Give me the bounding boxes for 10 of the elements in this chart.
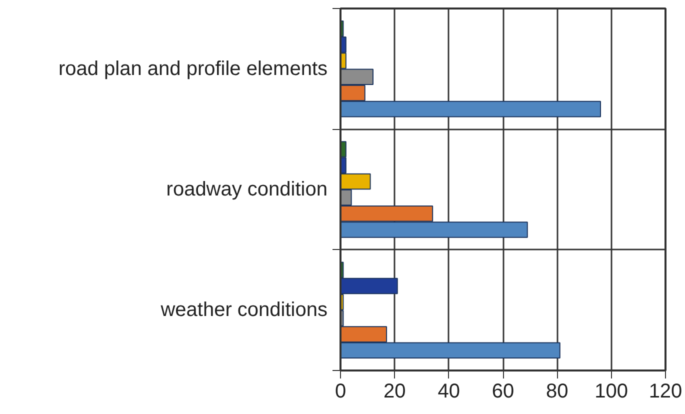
x-tick-label: 80 — [546, 380, 568, 402]
y-tick-label: roadway condition — [166, 178, 328, 200]
x-tick-label: 0 — [334, 380, 346, 402]
x-tick-label: 60 — [492, 380, 514, 402]
x-tick-label: 40 — [438, 380, 460, 402]
y-tick-label: weather conditions — [160, 299, 328, 322]
x-tick-label: 100 — [594, 380, 628, 402]
x-tick-label: 20 — [384, 380, 406, 402]
x-tick-label: 120 — [648, 380, 682, 402]
y-tick-label: road plan and profile elements — [58, 58, 328, 80]
